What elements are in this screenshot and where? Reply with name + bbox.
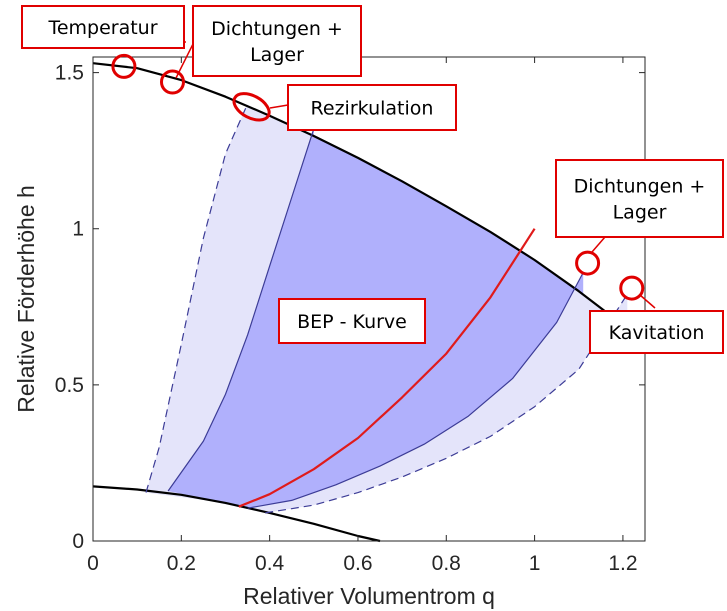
outer-right-limit-dashed [265, 293, 628, 514]
callout-label: BEP - Kurve [297, 311, 407, 333]
x-tick-label: 0 [87, 552, 99, 575]
callout-dichtungen-lager-right: Dichtungen + Lager [555, 159, 724, 276]
series-lines [92, 62, 646, 543]
y-tick-label: 1.5 [55, 62, 84, 85]
callout-bep-kurve: BEP - Kurve [278, 298, 426, 344]
y-tick-label: 0.5 [55, 374, 84, 397]
callout-label: Temperatur [47, 17, 157, 39]
callouts: Temperatur Dichtungen + Lager Rezirkulation… [21, 5, 724, 354]
x-tick-label: 0.6 [343, 552, 372, 575]
callout-label: Lager [250, 44, 304, 66]
x-tick-label: 1.2 [608, 552, 637, 575]
x-tick-label: 0.8 [432, 552, 461, 575]
callout-label: Dichtungen + [211, 18, 343, 40]
callout-label: Dichtungen + [574, 176, 706, 198]
bep-curve [238, 228, 536, 508]
inner-left-limit [167, 128, 315, 492]
x-tick-label: 0.2 [167, 552, 196, 575]
callout-leader [175, 43, 194, 79]
y-tick-label: 0 [72, 530, 84, 553]
callout-marker [575, 250, 601, 276]
callout-marker [159, 69, 185, 95]
callout-leader [269, 104, 289, 109]
callout-box [278, 298, 426, 344]
callout-box [287, 84, 457, 131]
callout-box [21, 5, 185, 49]
callout-marker [619, 275, 645, 301]
x-tick-label: 0.4 [255, 552, 285, 575]
inner-right-limit [247, 272, 584, 509]
callout-box [192, 5, 362, 77]
callout-kavitation: Kavitation [589, 275, 724, 354]
callout-marker [232, 92, 271, 122]
callout-label: Kavitation [609, 322, 705, 344]
x-axis-label: Relativer Volumentrom q [243, 583, 495, 609]
callout-label: Lager [613, 202, 667, 224]
outer-left-limit-dashed [145, 103, 249, 493]
callout-box [555, 159, 724, 238]
callout-dichtungen-lager-left: Dichtungen + Lager [159, 5, 362, 95]
axis-ticks: 0 0.2 0.4 0.6 0.8 1 1.2 0 0.5 1 1.5 [55, 57, 645, 575]
y-axis-label: Relative Förderhöhe h [13, 185, 39, 413]
callout-leader [639, 294, 656, 309]
callout-marker [111, 53, 137, 79]
callout-rezirkulation: Rezirkulation [232, 84, 457, 131]
callout-temperatur: Temperatur [21, 5, 186, 79]
callout-leader [591, 236, 606, 253]
y-tick-label: 1 [72, 218, 84, 241]
callout-label: Rezirkulation [311, 98, 434, 120]
x-tick-label: 1 [529, 552, 541, 575]
max-head-curve [92, 62, 646, 346]
callout-box [589, 310, 724, 354]
